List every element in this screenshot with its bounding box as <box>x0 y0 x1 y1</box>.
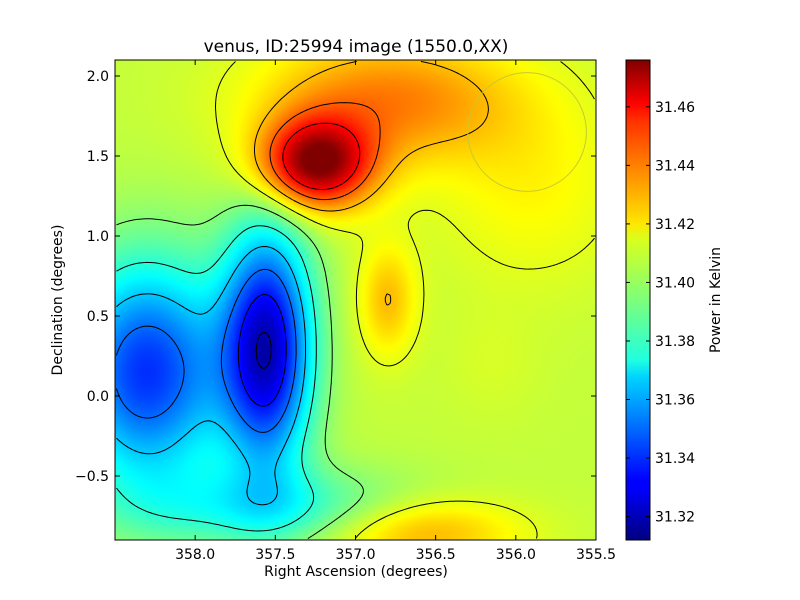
x-tick-label: 358.0 <box>175 547 215 563</box>
y-axis-label: Declination (degrees) <box>50 225 66 376</box>
x-axis-label: Right Ascension (degrees) <box>264 564 448 580</box>
contour-line <box>237 294 287 407</box>
x-tick-label: 356.0 <box>496 547 536 563</box>
y-tick-label: 1.0 <box>87 229 109 245</box>
y-tick-label: 2.0 <box>87 69 109 85</box>
contour-line <box>116 246 306 506</box>
contour-line <box>116 225 317 532</box>
contour-lines <box>116 61 595 539</box>
y-tick-label: 1.5 <box>87 149 109 165</box>
beam-circle-marker <box>467 72 587 192</box>
colorbar-tick-label: 31.32 <box>655 510 695 526</box>
y-tick-label: −0.5 <box>75 469 109 485</box>
colorbar-tick-label: 31.36 <box>655 393 695 409</box>
contour-line <box>255 331 272 369</box>
x-tick-label: 357.0 <box>335 547 375 563</box>
colorbar-tick-label: 31.40 <box>655 275 695 291</box>
colorbar-ticks: 31.32 31.34 31.36 31.38 31.40 31.42 31.44 31.46 <box>626 100 695 526</box>
contour-line <box>116 268 297 433</box>
x-axis-ticks: 358.0 357.5 357.0 356.5 356.0 355.5 <box>175 60 616 563</box>
contour-line <box>116 204 364 539</box>
heatmap-image <box>115 60 596 540</box>
colorbar-tick-label: 31.42 <box>655 217 695 233</box>
y-tick-label: 0.5 <box>87 309 109 325</box>
x-tick-label: 356.5 <box>416 547 456 563</box>
contour-line <box>215 61 595 539</box>
x-tick-label: 357.5 <box>255 547 295 563</box>
colorbar <box>625 59 651 541</box>
contour-line <box>269 102 381 201</box>
y-axis-ticks: −0.5 0.0 0.5 1.0 1.5 2.0 <box>75 69 596 485</box>
y-tick-label: 0.0 <box>87 389 109 405</box>
chart-title: venus, ID:25994 image (1550.0,XX) <box>204 37 509 57</box>
colorbar-tick-label: 31.34 <box>655 451 695 467</box>
contour-line <box>254 61 489 306</box>
colorbar-tick-label: 31.38 <box>655 334 695 350</box>
heatmap-raster <box>115 60 596 540</box>
colorbar-label: Power in Kelvin <box>708 247 724 353</box>
contour-line <box>282 122 361 190</box>
colorbar-tick-label: 31.44 <box>655 158 695 174</box>
x-tick-label: 355.5 <box>576 547 616 563</box>
colorbar-tick-label: 31.46 <box>655 100 695 116</box>
